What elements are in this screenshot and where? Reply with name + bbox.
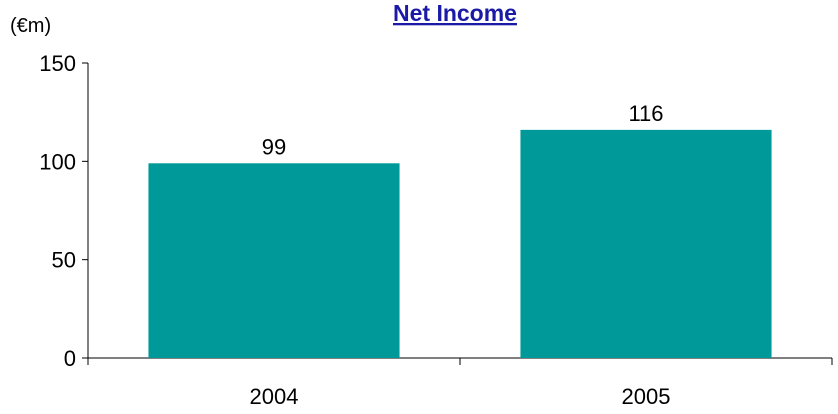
y-tick-label: 150 xyxy=(39,51,76,76)
plot-area: 0 50 100 150 99 2004 116 2005 xyxy=(39,51,833,409)
data-label: 99 xyxy=(262,134,286,159)
unit-label: (€m) xyxy=(10,15,51,37)
x-tick-label: 2004 xyxy=(250,384,299,409)
y-tick-label: 100 xyxy=(39,149,76,174)
chart-title: Net Income xyxy=(393,0,517,26)
bar xyxy=(148,163,400,358)
bar xyxy=(520,129,772,358)
y-tick-label: 0 xyxy=(64,346,76,371)
y-tick-label: 50 xyxy=(52,248,76,273)
x-tick-label: 2005 xyxy=(622,384,671,409)
data-label: 116 xyxy=(628,101,663,126)
